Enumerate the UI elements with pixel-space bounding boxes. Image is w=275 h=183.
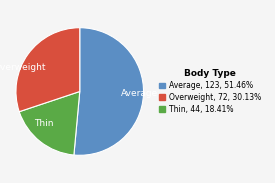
Text: Average: Average	[121, 89, 158, 98]
Wedge shape	[74, 28, 144, 155]
Text: Overweight: Overweight	[0, 63, 46, 72]
Wedge shape	[16, 28, 80, 112]
Wedge shape	[19, 92, 80, 155]
Text: Thin: Thin	[34, 119, 54, 128]
Legend: Average, 123, 51.46%, Overweight, 72, 30.13%, Thin, 44, 18.41%: Average, 123, 51.46%, Overweight, 72, 30…	[158, 68, 262, 115]
